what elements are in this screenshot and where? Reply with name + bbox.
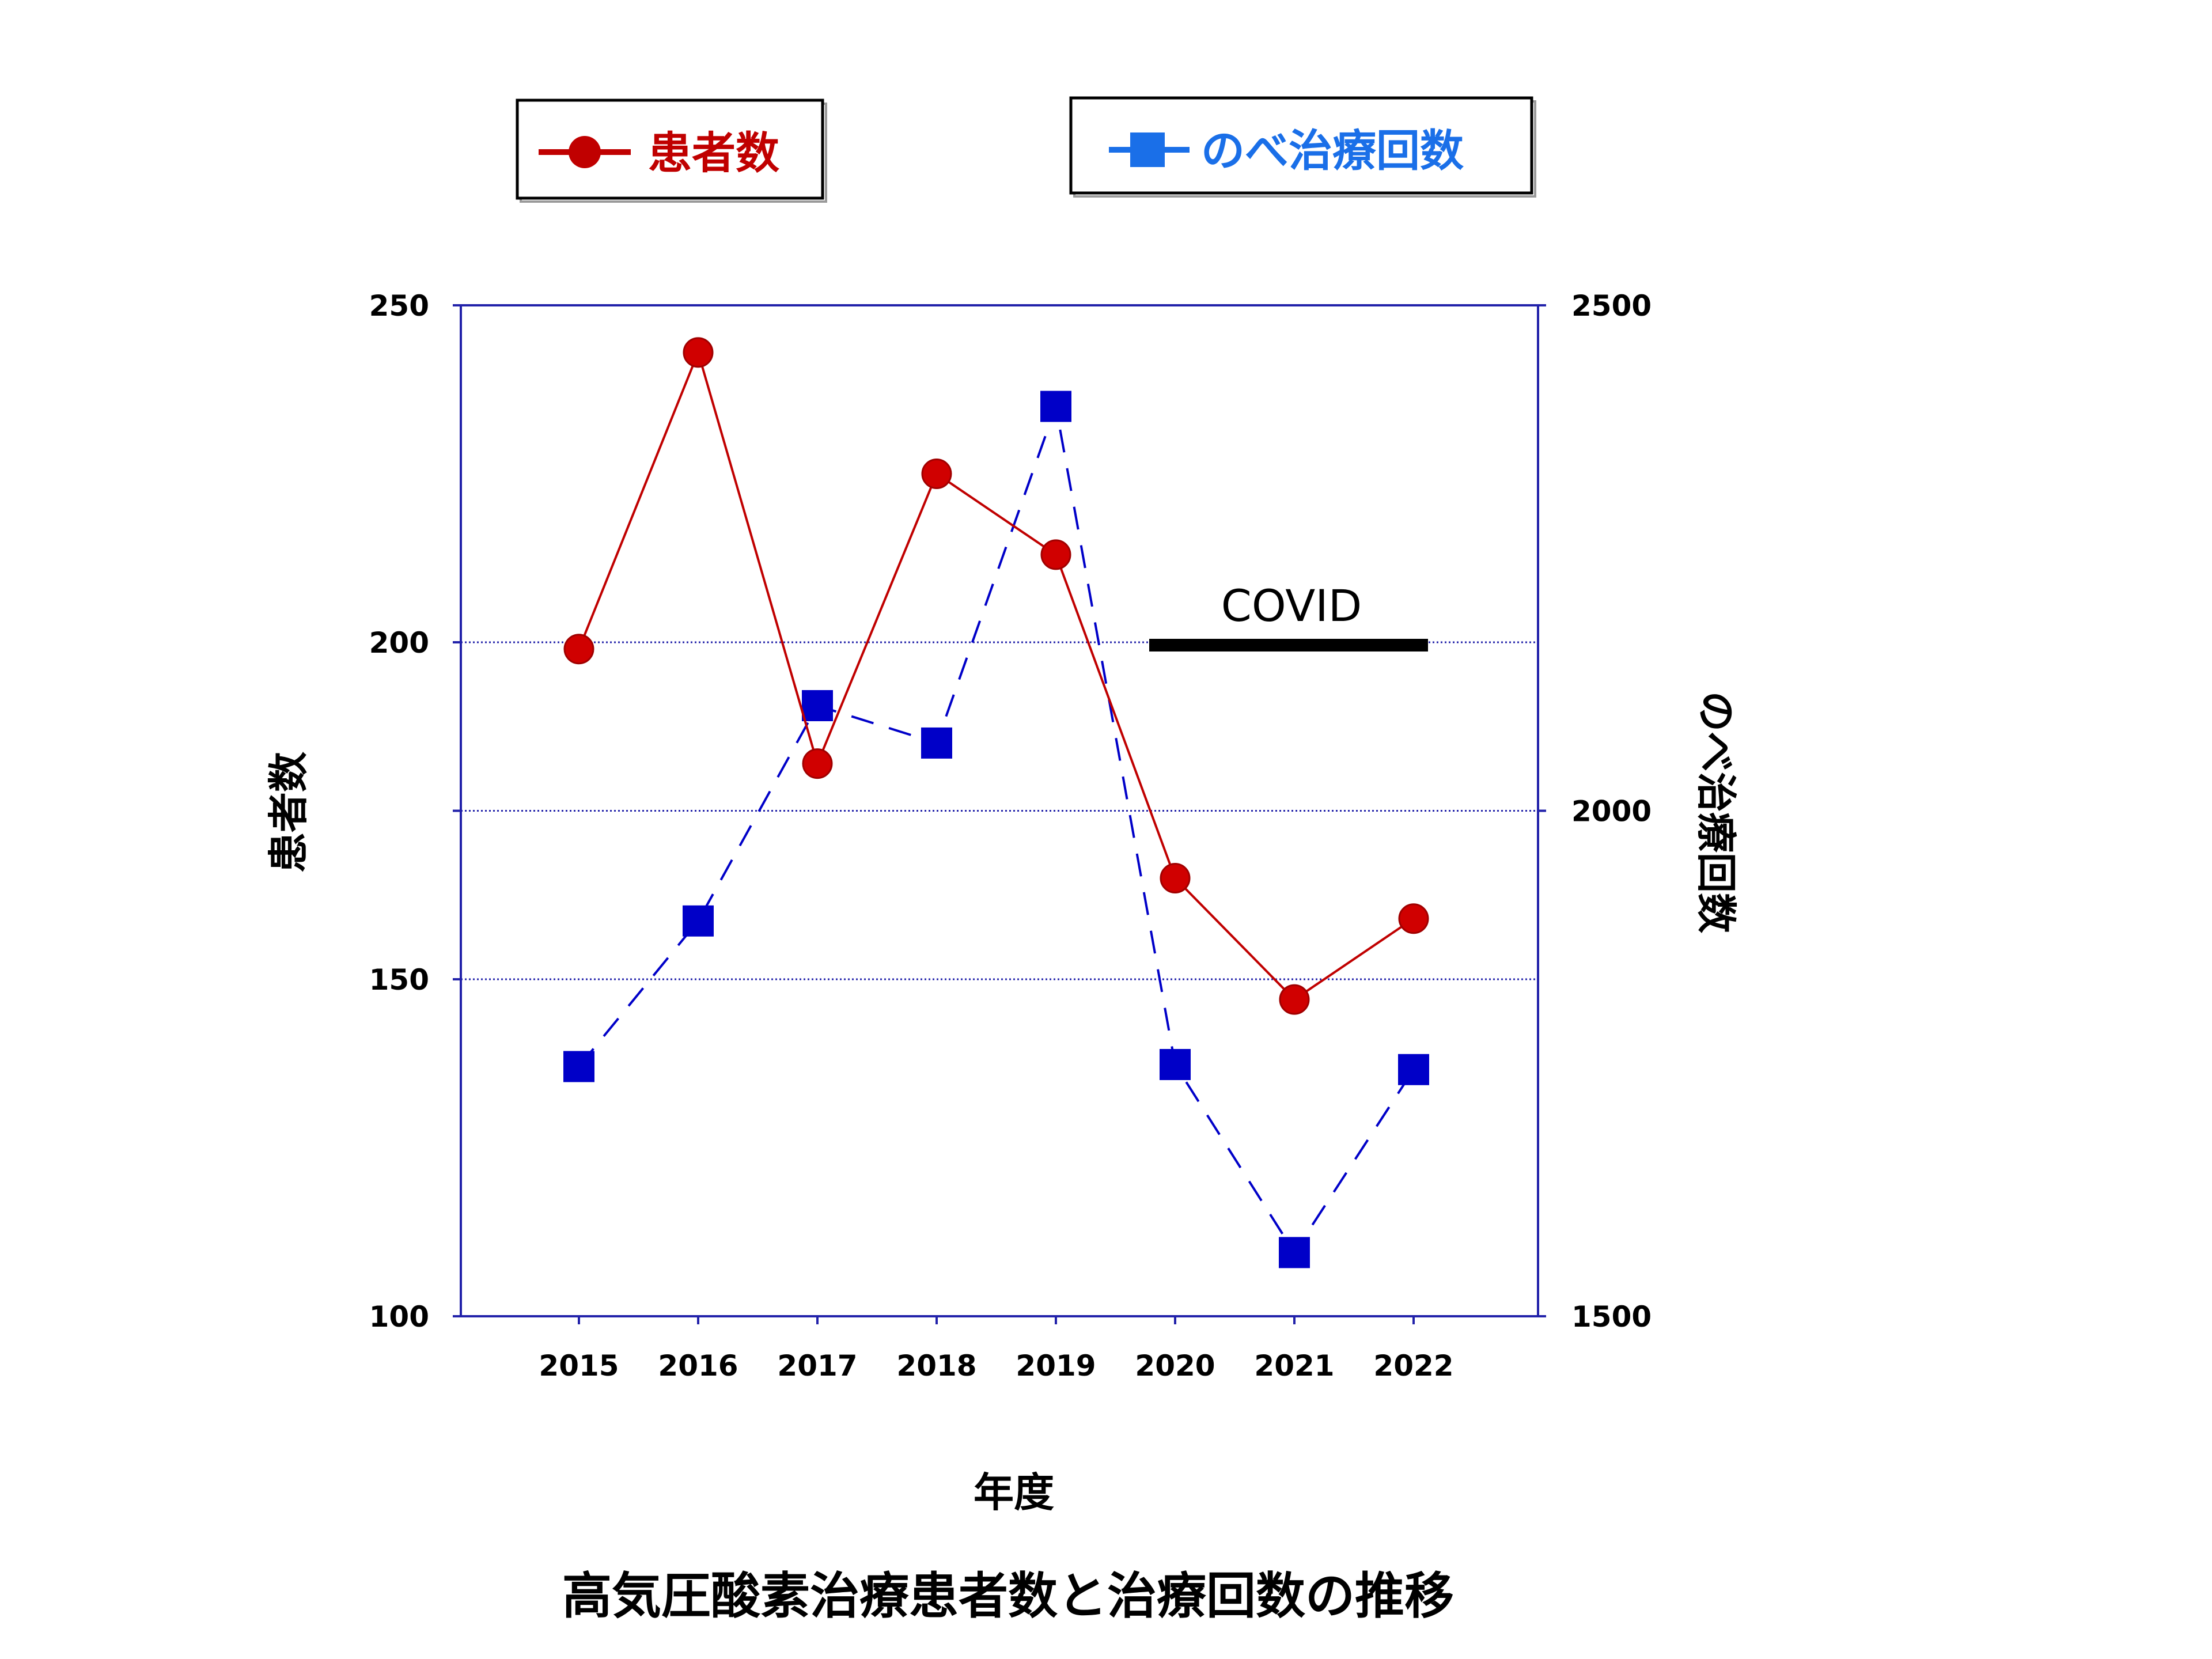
covid-annotation: COVID <box>1149 580 1428 652</box>
legend-patients-label: 患者数 <box>648 127 779 179</box>
legend-treatments: のべ治療回数 <box>1069 96 1536 198</box>
left-tick-label-100: 100 <box>369 1300 429 1334</box>
x-tick-label-2022: 2022 <box>1373 1349 1453 1382</box>
treatments-point-2019 <box>1040 391 1071 422</box>
patients-point-2020 <box>1160 863 1191 893</box>
treatments-point-2015 <box>563 1051 594 1082</box>
treatments-line <box>578 402 1415 1255</box>
x-tick-label-2018: 2018 <box>896 1349 976 1382</box>
left-tick-label-200: 200 <box>369 626 429 660</box>
legend-treatments-label: のべ治療回数 <box>1201 125 1464 176</box>
x-tick-label-2017: 2017 <box>777 1349 857 1382</box>
patients-point-2022 <box>1398 903 1429 934</box>
right-tick-label-2500: 2500 <box>1571 289 1652 323</box>
treatments-point-2016 <box>683 905 714 937</box>
x-tick-labels: 2015 2016 2017 2018 2019 2020 2021 2022 <box>539 1349 1453 1382</box>
legend-treatments-marker <box>1130 132 1165 167</box>
x-axis-title: 年度 <box>974 1469 1054 1516</box>
x-tick-label-2021: 2021 <box>1254 1349 1334 1382</box>
legend-patients: 患者数 <box>516 99 827 203</box>
gridlines <box>461 641 1538 980</box>
x-tick-label-2016: 2016 <box>658 1349 738 1382</box>
plot-area <box>453 304 1546 1324</box>
chart-title: 高気圧酸素治療患者数と治療回数の推移 <box>562 1567 1454 1625</box>
treatments-point-2020 <box>1160 1049 1191 1081</box>
patients-point-2018 <box>921 459 952 489</box>
treatments-point-2017 <box>802 690 833 721</box>
covid-label: COVID <box>1221 580 1362 631</box>
left-tick-label-150: 150 <box>369 963 429 997</box>
treatments-point-2022 <box>1398 1054 1429 1085</box>
y-axis-left-title: 患者数 <box>265 752 312 873</box>
treatments-point-2021 <box>1279 1237 1310 1268</box>
x-tick-label-2019: 2019 <box>1016 1349 1096 1382</box>
right-tick-label-1500: 1500 <box>1571 1300 1652 1334</box>
right-tick-label-2000: 2000 <box>1571 795 1652 828</box>
patients-point-2017 <box>802 748 833 779</box>
patients-point-2021 <box>1279 984 1310 1015</box>
x-tick-label-2015: 2015 <box>539 1349 619 1382</box>
right-y-tick-labels: 1500 2000 2500 <box>1571 289 1652 1334</box>
treatments-point-2018 <box>921 727 952 759</box>
patients-point-2019 <box>1040 539 1071 570</box>
patients-line <box>578 349 1415 1001</box>
y-axis-right-title: のべ治療回数 <box>1692 691 1740 933</box>
series-treatments <box>563 391 1429 1268</box>
axis-ticks <box>453 304 1546 1324</box>
patients-point-2015 <box>563 634 594 665</box>
left-tick-label-250: 250 <box>369 289 429 323</box>
legend-patients-marker <box>569 136 601 168</box>
series-patients <box>563 337 1429 1015</box>
patients-point-2016 <box>683 337 714 368</box>
x-tick-label-2020: 2020 <box>1135 1349 1215 1382</box>
left-y-tick-labels: 100 150 200 250 <box>369 289 429 1334</box>
